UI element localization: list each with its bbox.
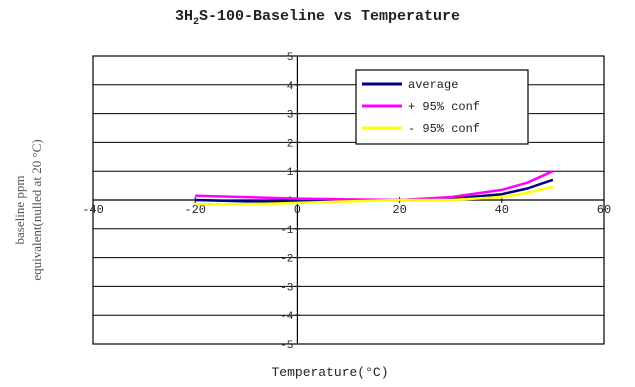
x-tick-label: 40 xyxy=(495,203,509,217)
y-tick-label: 3 xyxy=(287,110,294,122)
x-axis-label: Temperature(°C) xyxy=(271,365,388,380)
chart-title-prefix: 3H xyxy=(174,8,193,25)
chart-title: 3H2S-100-Baseline vs Temperature xyxy=(0,8,635,28)
y-tick-label: -3 xyxy=(280,282,293,294)
y-tick-label: -4 xyxy=(280,311,294,323)
y-axis-label: baseline ppm equivalent(nulled at 20 °C) xyxy=(12,139,44,280)
y-tick-label: 5 xyxy=(287,52,294,64)
y-tick-label: 2 xyxy=(287,138,294,150)
y-tick-labels: 5 4 3 2 1 0-1 -2 -3 -4 -5 xyxy=(280,52,301,352)
legend: average + 95% conf - 95% conf xyxy=(355,69,529,145)
y-tick-label: -5 xyxy=(280,340,293,352)
x-tick-label: 60 xyxy=(597,203,611,217)
chart-title-rest: S-100-Baseline vs Temperature xyxy=(198,8,461,25)
data-series xyxy=(195,170,554,206)
y-tick-label: 1 xyxy=(287,167,294,179)
legend-label: average xyxy=(408,78,458,92)
legend-label: + 95% conf xyxy=(408,100,480,114)
y-axis-label-line: baseline ppm xyxy=(12,176,27,245)
series-line-3 xyxy=(195,185,554,206)
x-tick-label: 20 xyxy=(392,203,406,217)
legend-label: - 95% conf xyxy=(408,122,480,136)
y-tick-label: -1 xyxy=(280,225,294,237)
x-tick-label: -40 xyxy=(82,203,104,217)
y-tick-label: -2 xyxy=(280,254,293,266)
y-axis-label-line: equivalent(nulled at 20 °C) xyxy=(29,139,44,280)
x-tick-label: -20 xyxy=(184,203,206,217)
x-tick-labels: -40 -20 0 20 40 60 xyxy=(82,197,611,217)
y-tick-label: 4 xyxy=(287,81,294,93)
chart-title-subscript: 2 xyxy=(192,17,199,28)
x-tick-label: 0 xyxy=(294,203,301,217)
